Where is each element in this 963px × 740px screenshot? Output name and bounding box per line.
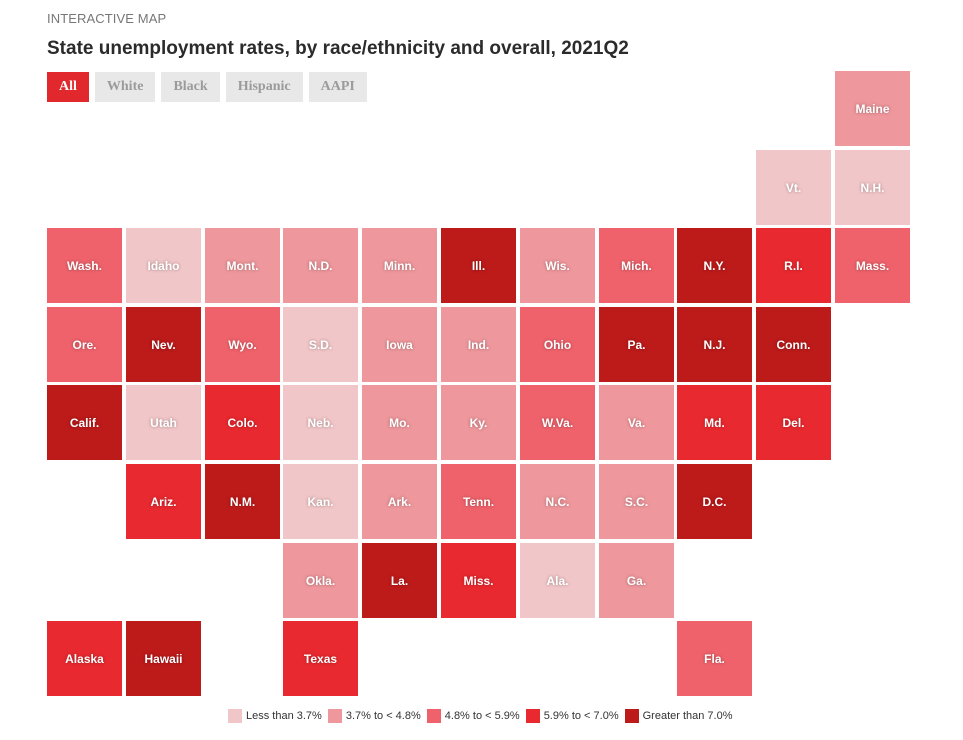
state-tile-md[interactable]: Md.	[677, 385, 752, 460]
state-tile-calif[interactable]: Calif.	[47, 385, 122, 460]
legend-item: Greater than 7.0%	[624, 709, 733, 723]
page-title: State unemployment rates, by race/ethnic…	[47, 38, 629, 59]
state-tile-n-m[interactable]: N.M.	[205, 464, 280, 539]
state-tile-ill[interactable]: Ill.	[441, 228, 516, 303]
state-tile-kan[interactable]: Kan.	[283, 464, 358, 539]
legend-item: 4.8% to < 5.9%	[426, 709, 520, 723]
kicker-label: INTERACTIVE MAP	[47, 11, 167, 26]
state-tile-la[interactable]: La.	[362, 543, 437, 618]
state-tile-tenn[interactable]: Tenn.	[441, 464, 516, 539]
legend-label: Greater than 7.0%	[642, 710, 733, 722]
state-tile-s-c[interactable]: S.C.	[599, 464, 674, 539]
tab-black[interactable]: Black	[161, 72, 220, 102]
state-tile-conn[interactable]: Conn.	[756, 307, 831, 382]
state-tile-ga[interactable]: Ga.	[599, 543, 674, 618]
state-tile-wis[interactable]: Wis.	[520, 228, 595, 303]
state-tile-d-c[interactable]: D.C.	[677, 464, 752, 539]
state-tile-okla[interactable]: Okla.	[283, 543, 358, 618]
state-tile-texas[interactable]: Texas	[283, 621, 358, 696]
legend-label: 5.9% to < 7.0%	[543, 710, 619, 722]
state-tile-utah[interactable]: Utah	[126, 385, 201, 460]
state-tile-ind[interactable]: Ind.	[441, 307, 516, 382]
state-tile-n-y[interactable]: N.Y.	[677, 228, 752, 303]
state-tile-vt[interactable]: Vt.	[756, 150, 831, 225]
tab-white[interactable]: White	[94, 72, 156, 102]
state-tile-miss[interactable]: Miss.	[441, 543, 516, 618]
state-tile-pa[interactable]: Pa.	[599, 307, 674, 382]
group-tabs: All White Black Hispanic AAPI	[47, 72, 367, 102]
state-tile-idaho[interactable]: Idaho	[126, 228, 201, 303]
state-tile-mich[interactable]: Mich.	[599, 228, 674, 303]
legend-swatch	[525, 709, 540, 723]
state-tile-wyo[interactable]: Wyo.	[205, 307, 280, 382]
tab-all[interactable]: All	[47, 72, 89, 102]
state-tile-alaska[interactable]: Alaska	[47, 621, 122, 696]
state-tile-map: Maine Vt. N.H. Wash. Idaho Mont. N.D. Minn. Ill.…	[47, 71, 910, 696]
state-tile-nev[interactable]: Nev.	[126, 307, 201, 382]
legend-label: 3.7% to < 4.8%	[345, 710, 421, 722]
state-tile-n-h[interactable]: N.H.	[835, 150, 910, 225]
legend-label: Less than 3.7%	[246, 710, 322, 722]
state-tile-n-j[interactable]: N.J.	[677, 307, 752, 382]
state-tile-iowa[interactable]: Iowa	[362, 307, 437, 382]
state-tile-del[interactable]: Del.	[756, 385, 831, 460]
state-tile-ore[interactable]: Ore.	[47, 307, 122, 382]
state-tile-mont[interactable]: Mont.	[205, 228, 280, 303]
state-tile-mass[interactable]: Mass.	[835, 228, 910, 303]
state-tile-s-d[interactable]: S.D.	[283, 307, 358, 382]
state-tile-ky[interactable]: Ky.	[441, 385, 516, 460]
legend-item: 5.9% to < 7.0%	[525, 709, 619, 723]
state-tile-maine[interactable]: Maine	[835, 71, 910, 146]
state-tile-ohio[interactable]: Ohio	[520, 307, 595, 382]
state-tile-ariz[interactable]: Ariz.	[126, 464, 201, 539]
state-tile-w-va[interactable]: W.Va.	[520, 385, 595, 460]
legend-swatch	[327, 709, 342, 723]
state-tile-hawaii[interactable]: Hawaii	[126, 621, 201, 696]
legend-swatch	[624, 709, 639, 723]
state-tile-minn[interactable]: Minn.	[362, 228, 437, 303]
legend-label: 4.8% to < 5.9%	[444, 710, 520, 722]
state-tile-wash[interactable]: Wash.	[47, 228, 122, 303]
state-tile-r-i[interactable]: R.I.	[756, 228, 831, 303]
state-tile-fla[interactable]: Fla.	[677, 621, 752, 696]
state-tile-ark[interactable]: Ark.	[362, 464, 437, 539]
state-tile-va[interactable]: Va.	[599, 385, 674, 460]
legend-item: Less than 3.7%	[228, 709, 322, 723]
legend-swatch	[426, 709, 441, 723]
legend-item: 3.7% to < 4.8%	[327, 709, 421, 723]
legend-swatch	[228, 709, 242, 723]
tab-hispanic[interactable]: Hispanic	[225, 72, 303, 102]
tab-aapi[interactable]: AAPI	[308, 72, 367, 102]
state-tile-ala[interactable]: Ala.	[520, 543, 595, 618]
state-tile-n-d[interactable]: N.D.	[283, 228, 358, 303]
state-tile-neb[interactable]: Neb.	[283, 385, 358, 460]
state-tile-mo[interactable]: Mo.	[362, 385, 437, 460]
state-tile-colo[interactable]: Colo.	[205, 385, 280, 460]
state-tile-n-c[interactable]: N.C.	[520, 464, 595, 539]
legend: Less than 3.7% 3.7% to < 4.8% 4.8% to < …	[228, 709, 739, 723]
